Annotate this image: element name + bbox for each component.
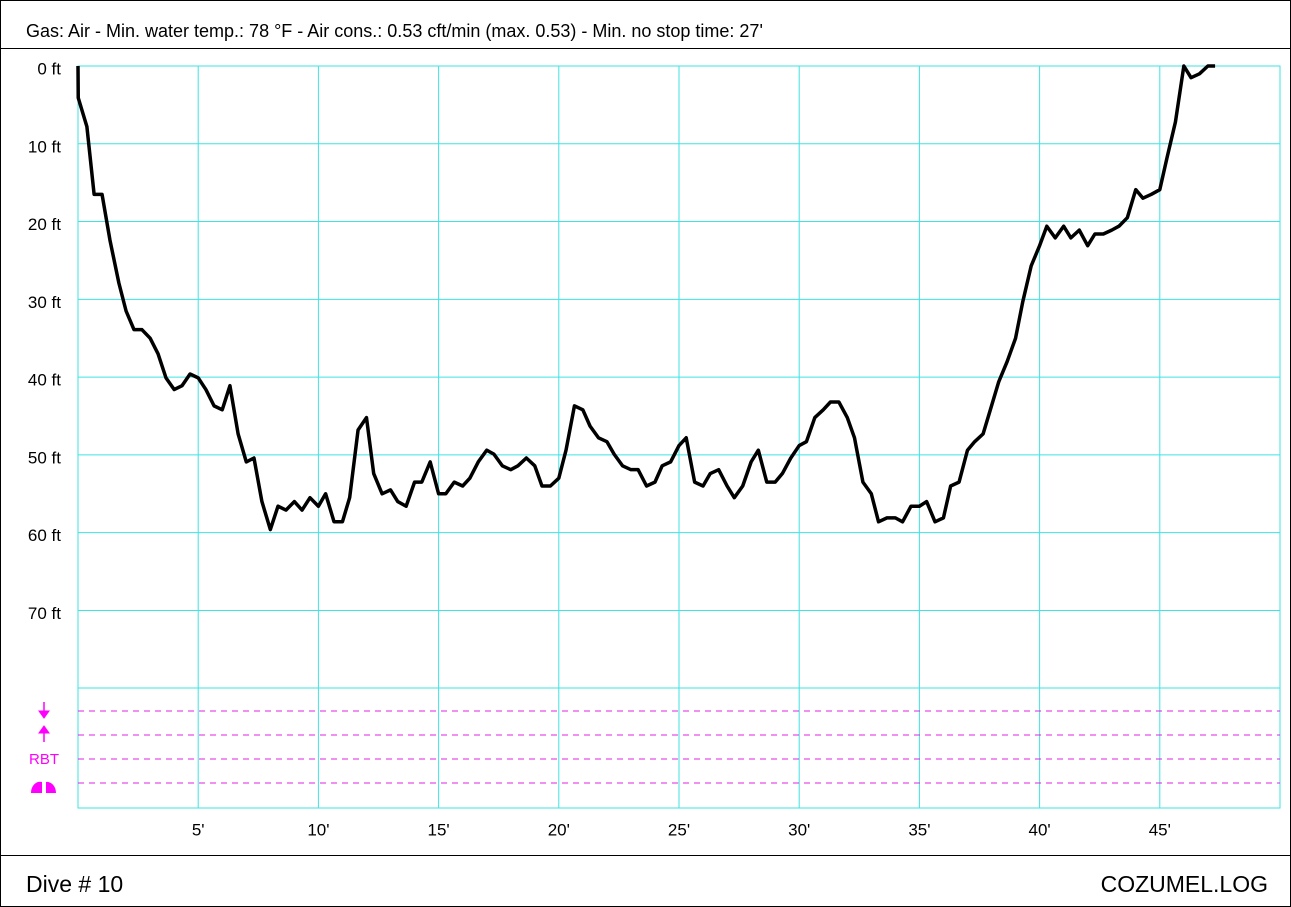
event-lines (78, 710, 1280, 784)
x-tick-label: 15' (428, 820, 450, 839)
footer-left: Dive # 10 (26, 871, 123, 897)
y-tick-label: 20 ft (28, 215, 61, 234)
descent-icon (38, 710, 50, 719)
plot-border (77, 65, 1281, 809)
depth-line (76, 64, 1216, 532)
x-tick-label: 5' (192, 820, 205, 839)
y-tick-label: 10 ft (28, 137, 61, 156)
y-tick-label: 50 ft (28, 448, 61, 467)
y-tick-label: 70 ft (28, 604, 61, 623)
x-tick-label: 40' (1029, 820, 1051, 839)
event-icons (30, 702, 57, 793)
event-label: RBT (29, 751, 59, 768)
y-tick-label: 40 ft (28, 371, 61, 390)
grid (78, 65, 1280, 808)
header-title: Gas: Air - Min. water temp.: 78 °F - Air… (26, 21, 763, 41)
x-tick-label: 25' (668, 820, 690, 839)
y-tick-label: 30 ft (28, 293, 61, 312)
x-tick-label: 45' (1149, 820, 1171, 839)
y-tick-label: 60 ft (28, 526, 61, 545)
x-tick-label: 20' (548, 820, 570, 839)
x-tick-label: 35' (908, 820, 930, 839)
ascent-icon (38, 725, 50, 734)
x-tick-label: 10' (307, 820, 329, 839)
footer-right: COZUMEL.LOG (1101, 871, 1268, 897)
deco-icon (30, 781, 57, 793)
y-tick-label: 0 ft (37, 59, 61, 78)
x-tick-label: 30' (788, 820, 810, 839)
